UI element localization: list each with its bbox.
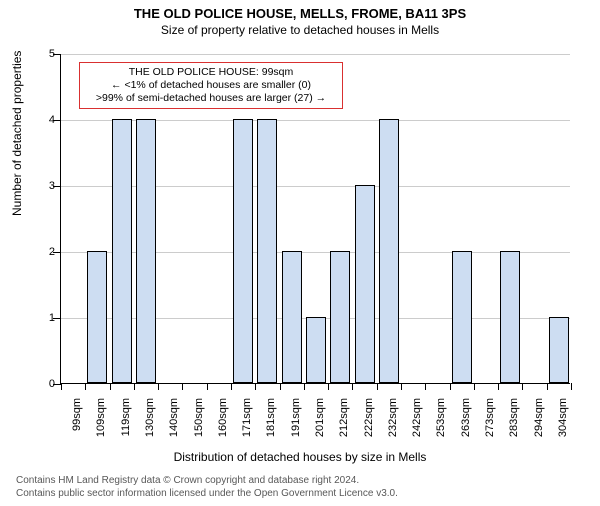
x-tick-label: 160sqm [217, 398, 229, 458]
chart-subtitle: Size of property relative to detached ho… [0, 23, 600, 37]
grid-line [61, 54, 570, 55]
bar [136, 119, 156, 383]
x-tick-label: 273sqm [484, 398, 496, 458]
annotation-box: THE OLD POLICE HOUSE: 99sqm ← <1% of det… [79, 62, 343, 109]
x-tick [231, 383, 232, 390]
x-tick [401, 383, 402, 390]
x-tick-label: 283sqm [508, 398, 520, 458]
x-tick [134, 383, 135, 390]
x-tick-label: 171sqm [241, 398, 253, 458]
x-tick-label: 109sqm [95, 398, 107, 458]
bar [257, 119, 277, 383]
chart-plot-area: THE OLD POLICE HOUSE: 99sqm ← <1% of det… [60, 54, 570, 384]
x-tick [158, 383, 159, 390]
x-tick [425, 383, 426, 390]
footer-line: Contains HM Land Registry data © Crown c… [16, 475, 398, 488]
x-tick [61, 383, 62, 390]
x-axis-title: Distribution of detached houses by size … [0, 450, 600, 464]
x-tick [280, 383, 281, 390]
y-axis-title: Number of detached properties [10, 51, 24, 216]
x-tick [304, 383, 305, 390]
x-tick-label: 99sqm [71, 398, 83, 458]
bar [452, 251, 472, 383]
x-tick [328, 383, 329, 390]
x-tick [207, 383, 208, 390]
x-tick [85, 383, 86, 390]
bar [355, 185, 375, 383]
x-tick-label: 212sqm [338, 398, 350, 458]
x-tick-label: 181sqm [265, 398, 277, 458]
x-tick [352, 383, 353, 390]
x-tick-label: 253sqm [435, 398, 447, 458]
x-tick [450, 383, 451, 390]
x-tick-label: 294sqm [533, 398, 545, 458]
x-tick-label: 130sqm [144, 398, 156, 458]
bar [379, 119, 399, 383]
y-tick-label: 1 [35, 312, 55, 324]
bar [112, 119, 132, 383]
y-tick-label: 0 [35, 378, 55, 390]
bar [330, 251, 350, 383]
x-tick [377, 383, 378, 390]
x-tick-label: 119sqm [120, 398, 132, 458]
x-tick [255, 383, 256, 390]
x-tick-label: 263sqm [460, 398, 472, 458]
bar [282, 251, 302, 383]
chart-title: THE OLD POLICE HOUSE, MELLS, FROME, BA11… [0, 6, 600, 21]
y-tick-label: 4 [35, 114, 55, 126]
bar [500, 251, 520, 383]
y-tick-label: 5 [35, 48, 55, 60]
x-tick [522, 383, 523, 390]
y-tick-label: 3 [35, 180, 55, 192]
x-tick-label: 242sqm [411, 398, 423, 458]
x-tick [547, 383, 548, 390]
annotation-line: THE OLD POLICE HOUSE: 99sqm [86, 66, 336, 79]
bar [306, 317, 326, 383]
x-tick [571, 383, 572, 390]
footer-line: Contains public sector information licen… [16, 488, 398, 501]
x-tick [110, 383, 111, 390]
x-tick-label: 140sqm [168, 398, 180, 458]
x-tick-label: 191sqm [290, 398, 302, 458]
x-tick-label: 232sqm [387, 398, 399, 458]
x-tick [182, 383, 183, 390]
x-tick [474, 383, 475, 390]
y-tick-label: 2 [35, 246, 55, 258]
x-tick-label: 222sqm [363, 398, 375, 458]
x-tick-label: 150sqm [193, 398, 205, 458]
x-tick [498, 383, 499, 390]
annotation-line: >99% of semi-detached houses are larger … [86, 92, 336, 105]
bar [233, 119, 253, 383]
bar [549, 317, 569, 383]
annotation-line: ← <1% of detached houses are smaller (0) [86, 79, 336, 92]
footer-attribution: Contains HM Land Registry data © Crown c… [16, 475, 398, 500]
bar [87, 251, 107, 383]
x-tick-label: 304sqm [557, 398, 569, 458]
x-tick-label: 201sqm [314, 398, 326, 458]
